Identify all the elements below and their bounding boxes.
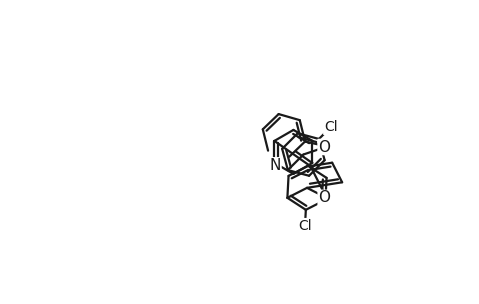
Text: O: O xyxy=(318,190,330,205)
Text: Cl: Cl xyxy=(324,120,337,134)
Text: Cl: Cl xyxy=(298,219,312,233)
Text: N: N xyxy=(270,158,281,173)
Text: O: O xyxy=(318,140,330,154)
